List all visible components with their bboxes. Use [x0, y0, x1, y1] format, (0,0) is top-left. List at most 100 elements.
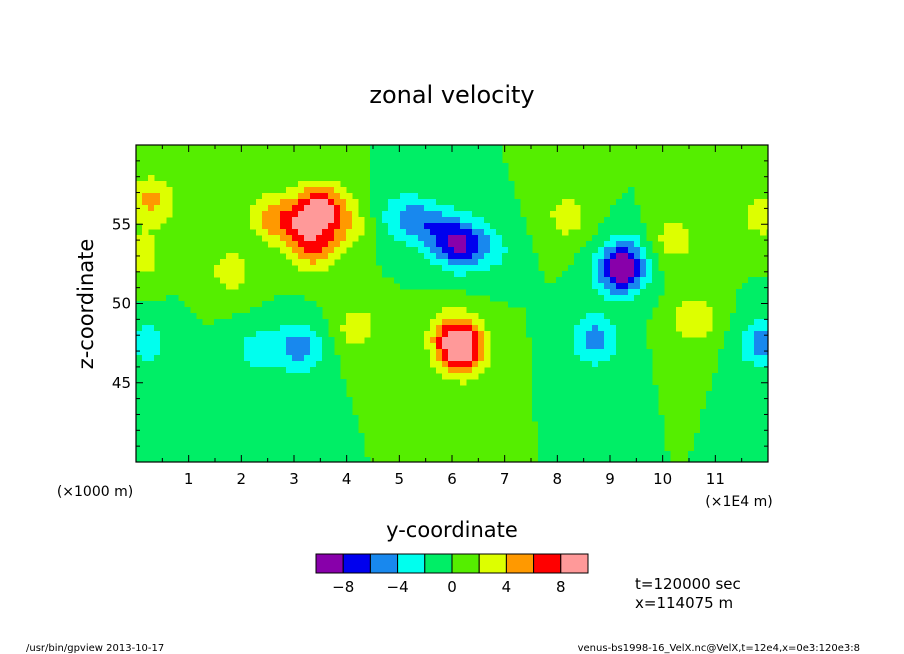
heatmap-cell — [412, 223, 419, 230]
heatmap-cell — [616, 355, 623, 362]
heatmap-cell — [250, 211, 257, 218]
heatmap-cell — [598, 271, 605, 278]
heatmap-cell — [598, 415, 605, 422]
heatmap-cell — [430, 331, 437, 338]
heatmap-cell — [478, 367, 485, 374]
heatmap-cell — [556, 415, 563, 422]
heatmap-cell — [586, 379, 593, 386]
heatmap-cell — [562, 427, 569, 434]
heatmap-cell — [268, 457, 275, 463]
heatmap-cell — [736, 319, 743, 326]
heatmap-cell — [736, 379, 743, 386]
heatmap-cell — [592, 415, 599, 422]
heatmap-cell — [700, 421, 707, 428]
heatmap-cell — [604, 235, 611, 242]
heatmap-cell — [292, 247, 299, 254]
heatmap-cell — [298, 427, 305, 434]
heatmap-cell — [706, 415, 713, 422]
heatmap-cell — [484, 187, 491, 194]
heatmap-cell — [628, 205, 635, 212]
heatmap-cell — [358, 319, 365, 326]
heatmap-cell — [736, 391, 743, 398]
heatmap-cell — [208, 367, 215, 374]
heatmap-cell — [184, 451, 191, 458]
heatmap-cell — [244, 403, 251, 410]
heatmap-cell — [196, 391, 203, 398]
heatmap-cell — [178, 301, 185, 308]
heatmap-cell — [472, 259, 479, 266]
heatmap-cell — [244, 415, 251, 422]
heatmap-cell — [190, 373, 197, 380]
heatmap-cell — [316, 241, 323, 248]
heatmap-cell — [232, 379, 239, 386]
heatmap-cell — [556, 427, 563, 434]
heatmap-cell — [568, 199, 575, 206]
heatmap-cell — [466, 355, 473, 362]
heatmap-cell — [322, 247, 329, 254]
heatmap-cell — [490, 181, 497, 188]
heatmap-cell — [214, 421, 221, 428]
heatmap-cell — [718, 349, 725, 356]
heatmap-cell — [622, 403, 629, 410]
heatmap-cell — [340, 211, 347, 218]
heatmap-cell — [502, 241, 509, 248]
heatmap-cell — [766, 283, 769, 290]
heatmap-cell — [508, 301, 515, 308]
heatmap-cell — [766, 331, 769, 338]
heatmap-cell — [754, 199, 761, 206]
heatmap-cell — [496, 205, 503, 212]
heatmap-cell — [448, 193, 455, 200]
heatmap-cell — [262, 337, 269, 344]
heatmap-cell — [568, 403, 575, 410]
heatmap-cell — [436, 217, 443, 224]
heatmap-cell — [766, 397, 769, 404]
heatmap-cell — [208, 433, 215, 440]
heatmap-cell — [400, 175, 407, 182]
heatmap-cell — [712, 433, 719, 440]
heatmap-cell — [160, 361, 167, 368]
heatmap-cell — [178, 349, 185, 356]
heatmap-cell — [268, 229, 275, 236]
heatmap-cell — [454, 307, 461, 314]
heatmap-cell — [238, 265, 245, 272]
x-tick-label: 6 — [447, 470, 457, 488]
heatmap-cell — [208, 397, 215, 404]
heatmap-cell — [736, 373, 743, 380]
heatmap-cell — [142, 187, 149, 194]
heatmap-cell — [706, 421, 713, 428]
heatmap-cell — [316, 205, 323, 212]
heatmap-cell — [562, 289, 569, 296]
heatmap-cell — [598, 289, 605, 296]
heatmap-cell — [430, 169, 437, 176]
heatmap-cell — [508, 295, 515, 302]
heatmap-cell — [172, 331, 179, 338]
heatmap-cell — [598, 295, 605, 302]
heatmap-cell — [742, 331, 749, 338]
heatmap-cell — [508, 217, 515, 224]
heatmap-cell — [646, 433, 653, 440]
heatmap-cell — [694, 331, 701, 338]
heatmap-cell — [532, 265, 539, 272]
heatmap-cell — [466, 151, 473, 158]
heatmap-cell — [574, 259, 581, 266]
heatmap-cell — [472, 151, 479, 158]
heatmap-cell — [232, 397, 239, 404]
heatmap-cell — [484, 259, 491, 266]
heatmap-cell — [250, 445, 257, 452]
heatmap-cell — [346, 409, 353, 416]
heatmap-cell — [514, 253, 521, 260]
heatmap-cell — [676, 235, 683, 242]
heatmap-cell — [472, 163, 479, 170]
heatmap-cell — [628, 193, 635, 200]
heatmap-cell — [760, 295, 767, 302]
heatmap-cell — [598, 307, 605, 314]
heatmap-cell — [622, 373, 629, 380]
heatmap-cell — [610, 295, 617, 302]
heatmap-cell — [568, 265, 575, 272]
heatmap-cell — [514, 211, 521, 218]
heatmap-cell — [466, 235, 473, 242]
heatmap-cell — [178, 421, 185, 428]
heatmap-cell — [724, 445, 731, 452]
heatmap-cell — [466, 265, 473, 272]
heatmap-cell — [574, 439, 581, 446]
